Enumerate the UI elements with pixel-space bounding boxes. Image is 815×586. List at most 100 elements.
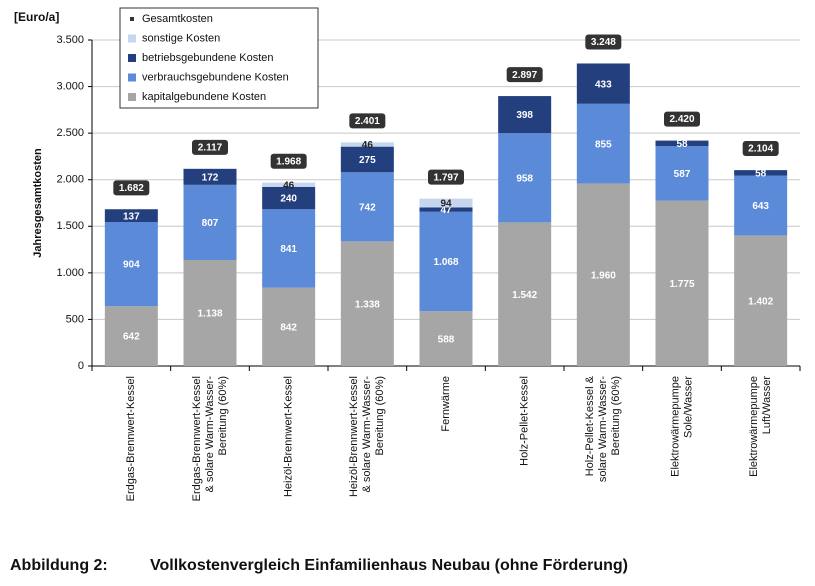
data-label: 1.402	[748, 296, 773, 307]
bar-segment	[262, 182, 316, 187]
total-label: 2.420	[669, 114, 694, 125]
data-label: 1.138	[197, 309, 222, 320]
data-label: 46	[362, 140, 374, 151]
total-label: 1.968	[276, 156, 301, 167]
data-label: 240	[280, 194, 297, 205]
y-tick-label: 3.000	[56, 80, 84, 92]
data-label: 433	[595, 79, 612, 90]
data-label: 58	[755, 168, 767, 179]
y-axis-label: Jahresgesamtkosten	[32, 148, 44, 258]
data-label: 588	[438, 334, 455, 345]
data-label: 958	[516, 173, 533, 184]
bar-segment	[104, 222, 158, 307]
bar-segment	[498, 222, 552, 366]
y-tick-label: 2.000	[56, 174, 84, 186]
bar-segment	[340, 241, 394, 366]
x-tick-label: Luft/Wasser	[761, 376, 773, 435]
bar-segment	[419, 311, 473, 366]
legend-swatch	[128, 34, 136, 43]
total-label: 2.897	[512, 70, 537, 81]
total-box	[585, 34, 622, 50]
legend-label: sonstige Kosten	[142, 32, 220, 44]
caption-number: Abbildung 2:	[10, 557, 108, 574]
data-label: 172	[202, 172, 219, 183]
x-tick-label: Sole/Wasser	[682, 376, 694, 438]
x-tick-label: Bereitung (60%)	[374, 376, 386, 456]
bar-segment	[655, 200, 709, 366]
data-label: 1.068	[433, 257, 458, 268]
legend-label: betriebsgebundene Kosten	[142, 52, 274, 64]
legend-label: Gesamtkosten	[142, 13, 213, 25]
x-tick-label: Elektrowärmepumpe	[748, 376, 760, 477]
bar-segment	[262, 287, 316, 366]
bar-segment	[734, 175, 788, 236]
bar-segment	[734, 170, 788, 176]
y-tick-label: 3.500	[56, 34, 84, 46]
data-label: 275	[359, 155, 376, 166]
x-tick-label: & solare Warm-Wasser-	[204, 376, 216, 493]
data-label: 1.775	[669, 279, 694, 290]
y-tick-label: 500	[66, 313, 84, 325]
total-box	[428, 169, 464, 185]
x-tick-label: solare Warm-Wasser-	[597, 376, 609, 482]
y-tick-label: 1.500	[56, 220, 84, 232]
total-label: 3.248	[591, 37, 616, 48]
x-tick-label: Holz-Pellet-Kessel &	[584, 375, 596, 476]
bar-segment	[576, 183, 630, 366]
total-box	[113, 180, 150, 196]
bar-segment	[104, 209, 158, 223]
bar-segment	[655, 140, 709, 146]
total-box	[506, 67, 543, 83]
bar-segment	[183, 184, 237, 261]
data-label: 1.960	[591, 270, 616, 281]
data-label: 855	[595, 139, 612, 150]
bar-segment	[340, 146, 394, 173]
legend-swatch	[128, 73, 136, 82]
data-label: 643	[752, 201, 769, 212]
total-box	[192, 139, 228, 155]
caption: Vollkostenvergleich Einfamilienhaus Neub…	[150, 557, 628, 574]
data-label: 841	[280, 244, 297, 255]
x-tick-label: Heizöl-Brennwert-Kessel	[348, 376, 360, 497]
x-tick-label: Heizöl-Brennwert-Kessel	[283, 376, 295, 497]
data-label: 58	[676, 139, 688, 150]
legend-label: kapitalgebundene Kosten	[142, 91, 266, 103]
x-tick-label: Fernwärme	[440, 376, 452, 432]
data-label: 46	[283, 180, 295, 191]
bar-segment	[576, 63, 630, 104]
bar-segment	[104, 306, 158, 366]
total-label: 1.682	[119, 183, 144, 194]
total-box	[742, 141, 779, 157]
bar-segment	[419, 198, 473, 208]
bar-segment	[576, 103, 630, 184]
x-tick-label: Bereitung (60%)	[217, 376, 229, 456]
total-box	[270, 153, 307, 169]
bar-segment	[734, 235, 788, 366]
legend-swatch	[128, 54, 136, 62]
bar-segment	[419, 211, 473, 312]
bar-segment	[183, 168, 237, 185]
bar-segment	[340, 172, 394, 242]
y-tick-label: 2.500	[56, 127, 84, 139]
bar-segment	[655, 145, 709, 201]
data-label: 137	[123, 211, 140, 222]
total-label: 1.797	[433, 172, 458, 183]
y-tick-label: 0	[78, 360, 84, 372]
data-label: 742	[359, 202, 376, 213]
bar-segment	[498, 133, 552, 223]
x-tick-label: & solare Warm-Wasser-	[361, 376, 373, 493]
y-tick-label: 1.000	[56, 267, 84, 279]
data-label: 642	[123, 332, 140, 343]
legend-label: verbrauchsgebundene Kosten	[142, 71, 289, 83]
x-tick-label: Holz-Pellet-Kessel	[519, 376, 531, 466]
data-label: 587	[674, 169, 691, 180]
data-label: 1.338	[355, 299, 380, 310]
total-label: 2.401	[355, 116, 380, 127]
bar-segment	[498, 96, 552, 134]
legend-box	[119, 7, 319, 109]
x-tick-label: Erdgas-Brennwert-Kessel	[191, 376, 203, 501]
x-tick-label: Erdgas-Brennwert-Kessel	[125, 376, 137, 501]
data-label: 807	[202, 218, 219, 229]
